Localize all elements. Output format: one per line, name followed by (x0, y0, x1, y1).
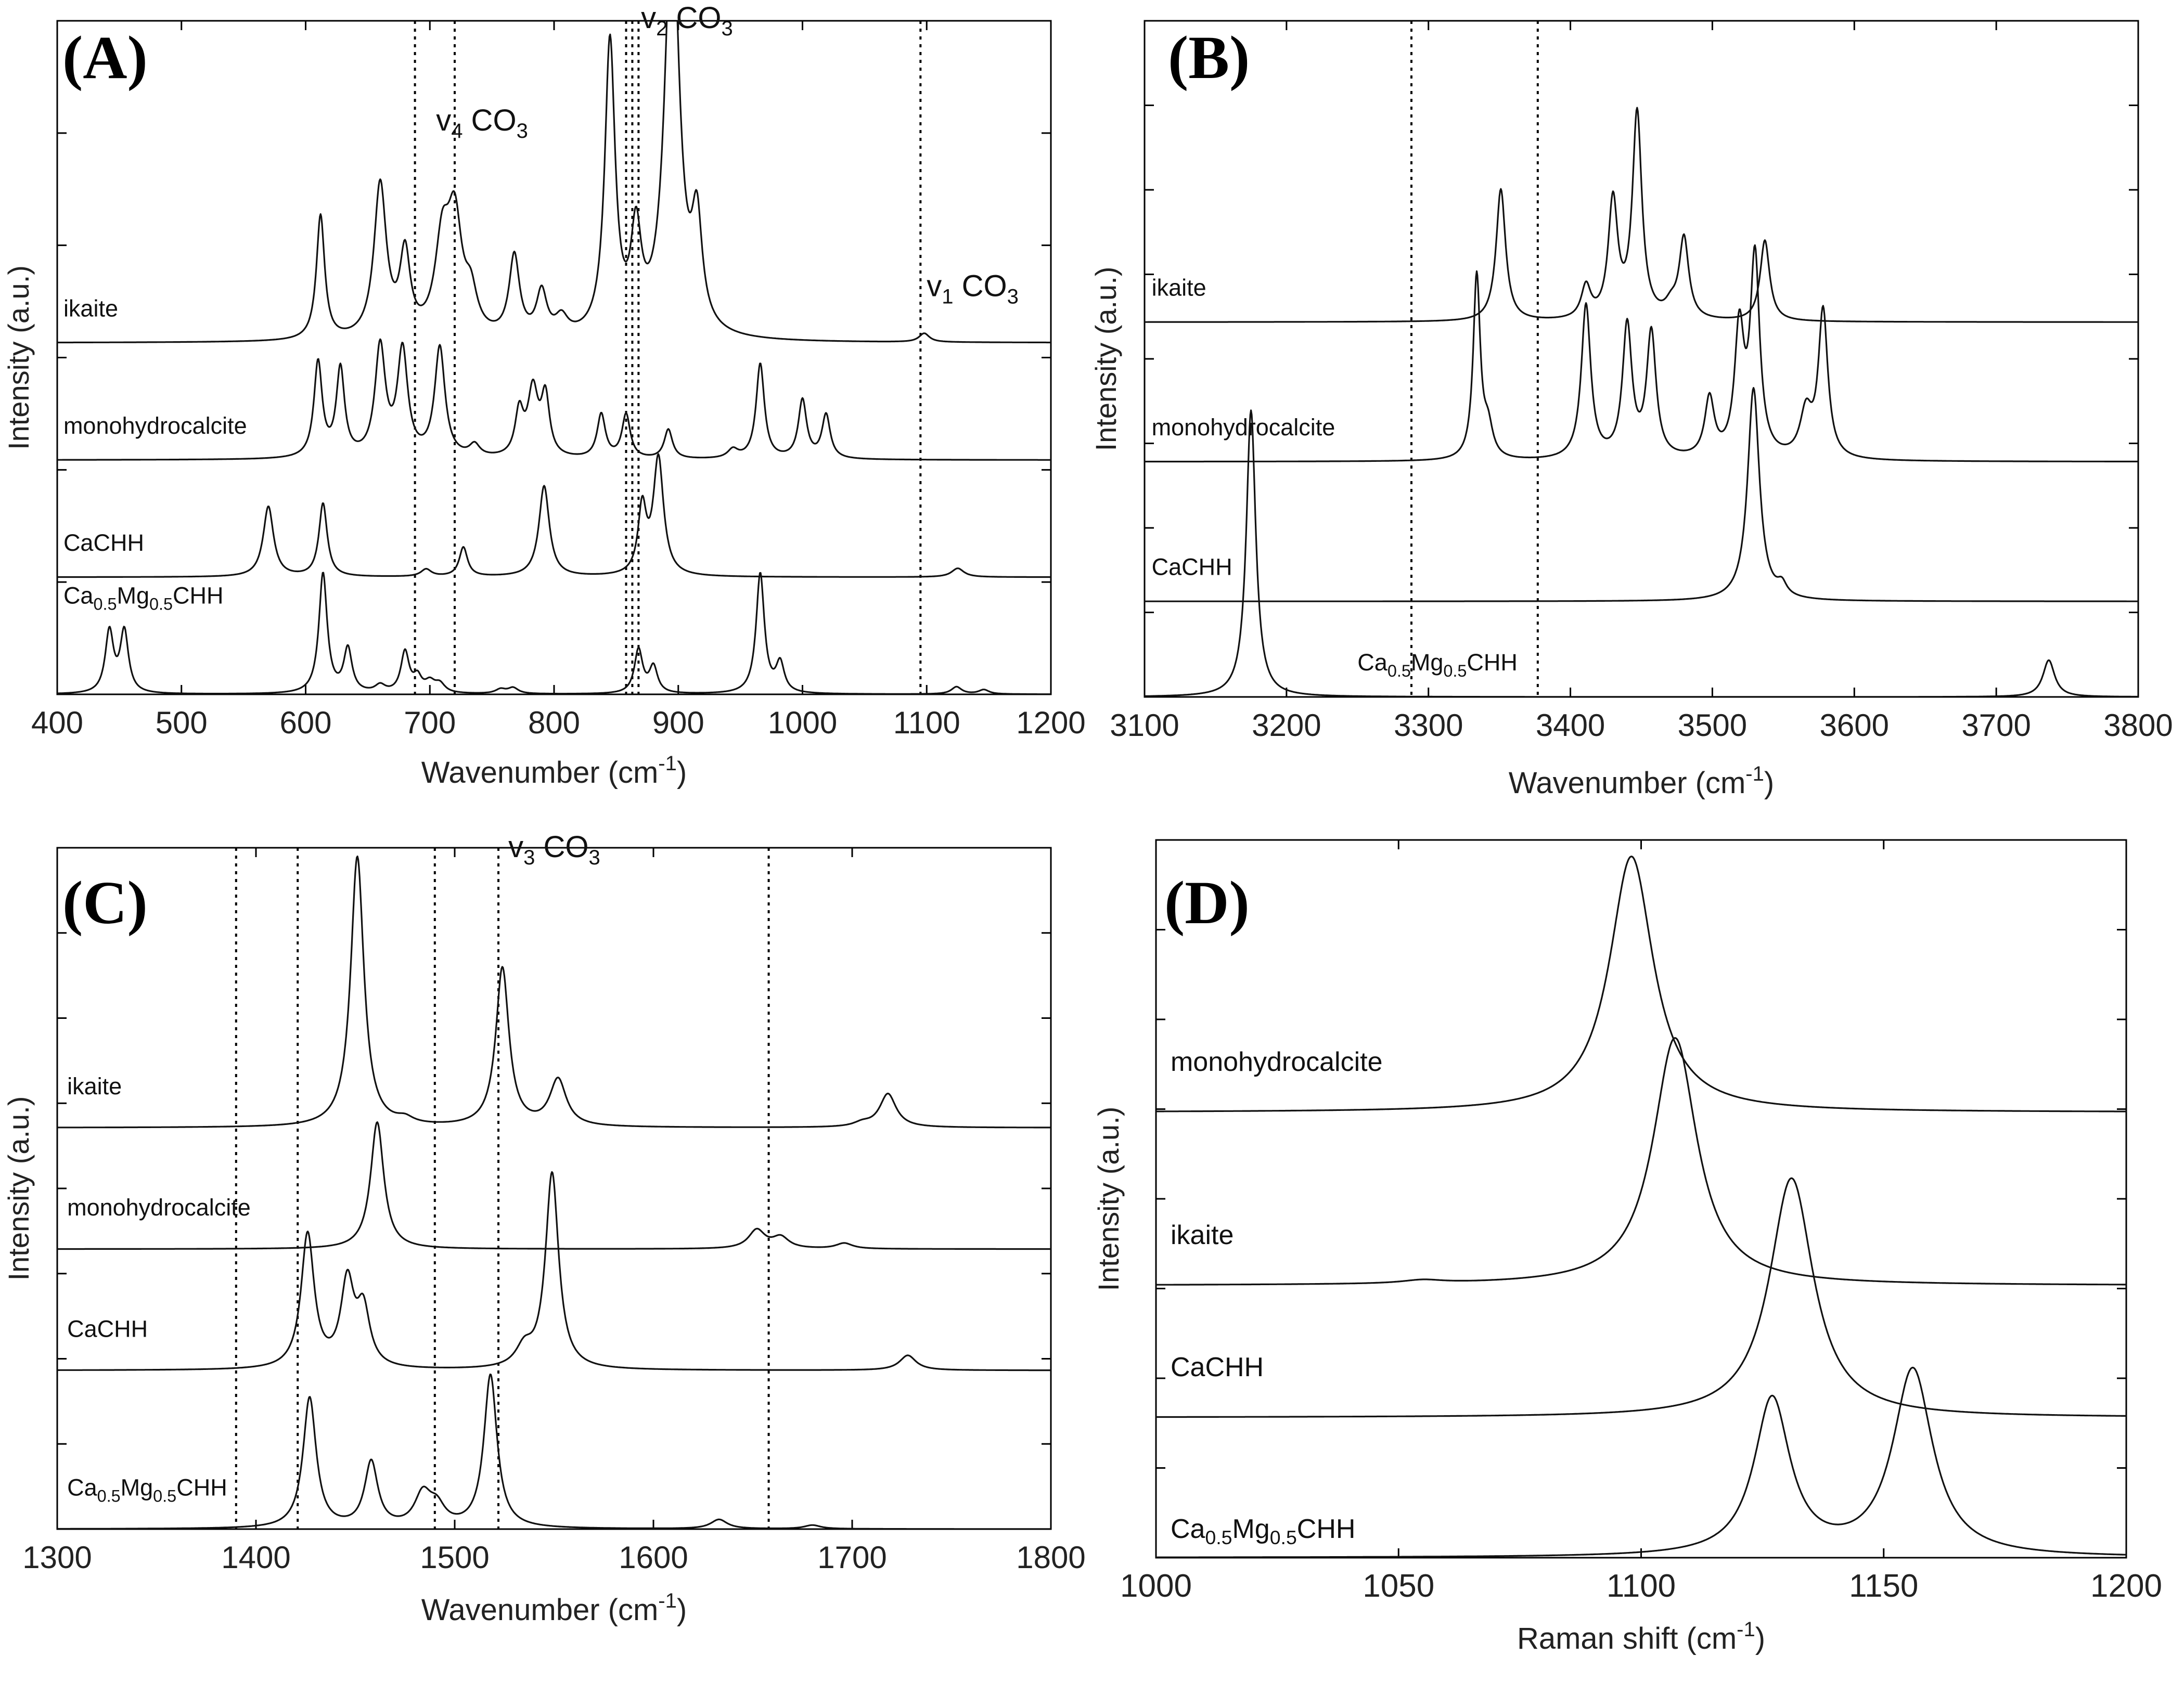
x-tick-label: 1000 (768, 705, 837, 740)
spectrum-ca05mg05chh (57, 1373, 1051, 1529)
x-tick-label: 1800 (1016, 1540, 1085, 1575)
spectrum-cachh (1156, 1177, 2126, 1418)
x-tick-label: 1200 (2090, 1568, 2162, 1604)
series-label: CaCHH (67, 1315, 148, 1342)
x-tick-label: 1700 (817, 1540, 887, 1575)
x-tick-label: 1050 (1363, 1568, 1434, 1604)
series-label: Ca0.5Mg0.5CHH (1171, 1514, 1355, 1548)
series-label: CaCHH (1152, 553, 1232, 580)
series-label: ikaite (1171, 1220, 1234, 1250)
spectrum-ca05mg05chh (57, 572, 1051, 694)
series-label: monohydrocalcite (63, 412, 247, 439)
x-tick-label: 1100 (893, 705, 960, 740)
spectrum-ca05mg05chh (1156, 1366, 2126, 1558)
y-axis-title: Intensity (a.u.) (2, 1096, 35, 1281)
series-label: monohydrocalcite (1152, 414, 1335, 441)
series-label: monohydrocalcite (1171, 1047, 1383, 1077)
spectrum-ikaite (1156, 1037, 2126, 1286)
x-tick-label: 1100 (1607, 1568, 1676, 1604)
panel-letter: (B) (1168, 23, 1250, 92)
series-label: Ca0.5Mg0.5CHH (63, 582, 224, 613)
x-axis-title: Wavenumber (cm-1) (1509, 762, 1774, 800)
series-label: CaCHH (1171, 1352, 1264, 1382)
spectrum-cachh (1145, 387, 2138, 602)
series-label: ikaite (63, 295, 118, 322)
band-annotation: v3 CO3 (508, 830, 600, 869)
x-tick-label: 3300 (1394, 708, 1463, 743)
x-tick-label: 3400 (1536, 708, 1605, 743)
spectrum-cachh (57, 453, 1051, 578)
x-tick-label: 3200 (1252, 708, 1321, 743)
spectrum-monohydrocalcite (57, 1121, 1051, 1250)
x-tick-label: 1600 (619, 1540, 688, 1575)
x-axis-title: Wavenumber (cm-1) (421, 1589, 687, 1627)
x-axis-title: Wavenumber (cm-1) (421, 752, 687, 790)
spectrum-ikaite (1145, 107, 2138, 323)
x-tick-label: 3100 (1110, 708, 1179, 743)
panel-letter: (A) (62, 23, 148, 92)
x-tick-label: 900 (652, 705, 704, 740)
x-tick-label: 1400 (221, 1540, 290, 1575)
series-label: monohydrocalcite (67, 1194, 251, 1221)
series-label: Ca0.5Mg0.5CHH (1357, 649, 1518, 680)
plot-frame (1155, 839, 2127, 1559)
spectrum-cachh (57, 1171, 1051, 1372)
x-tick-label: 1200 (1016, 705, 1085, 740)
x-tick-label: 3500 (1678, 708, 1747, 743)
band-annotation: v2 CO3 (641, 1, 733, 40)
x-tick-label: 3800 (2103, 708, 2173, 743)
x-tick-label: 1150 (1849, 1568, 1918, 1604)
spectrum-monohydrocalcite (57, 338, 1051, 461)
series-label: Ca0.5Mg0.5CHH (67, 1474, 227, 1505)
x-tick-label: 1300 (22, 1540, 92, 1575)
panel-letter: (C) (62, 869, 148, 937)
panel-a: 400 500 600 700 800 900 1000 1100 1200 Wavenumber… (2, 1, 1086, 790)
series-label: ikaite (1152, 274, 1206, 301)
x-axis-title: Raman shift (cm-1) (1517, 1618, 1765, 1655)
spectrum-ikaite (57, 21, 1051, 344)
x-tick-label: 3700 (1961, 708, 2031, 743)
band-annotation: v1 CO3 (927, 269, 1019, 308)
y-axis-title: Intensity (a.u.) (1089, 267, 1122, 451)
spectrum-monohydrocalcite (1145, 244, 2138, 463)
x-tick-label: 3600 (1820, 708, 1889, 743)
series-label: ikaite (67, 1073, 122, 1099)
x-tick-label: 400 (31, 705, 83, 740)
spectrum-monohydrocalcite (1156, 856, 2126, 1112)
x-tick-label: 1500 (420, 1540, 489, 1575)
x-tick-label: 500 (156, 705, 208, 740)
x-tick-label: 800 (528, 705, 580, 740)
panel-d: 1000 1050 1100 1150 1200 Raman shift (cm-1) In… (1092, 839, 2162, 1655)
band-annotation: v4 CO3 (436, 103, 528, 143)
panel-b: 3100 3200 3300 3400 3500 3600 3700 3800 Wavenumb… (1089, 20, 2173, 800)
panel-c: 1300 1400 1500 1600 1700 1800 Wavenumber (cm-1… (2, 830, 1086, 1627)
y-axis-title: Intensity (a.u.) (1092, 1107, 1125, 1291)
x-tick-label: 600 (279, 705, 331, 740)
spectrum-ikaite (57, 855, 1051, 1129)
series-label: CaCHH (63, 529, 144, 556)
x-tick-label: 700 (404, 705, 456, 740)
y-axis-title: Intensity (a.u.) (2, 265, 35, 450)
x-tick-label: 1000 (1120, 1568, 1192, 1604)
spectrum-ca05mg05chh (1145, 409, 2138, 697)
plot-frame (1144, 20, 2139, 698)
panel-letter: (D) (1164, 869, 1250, 937)
